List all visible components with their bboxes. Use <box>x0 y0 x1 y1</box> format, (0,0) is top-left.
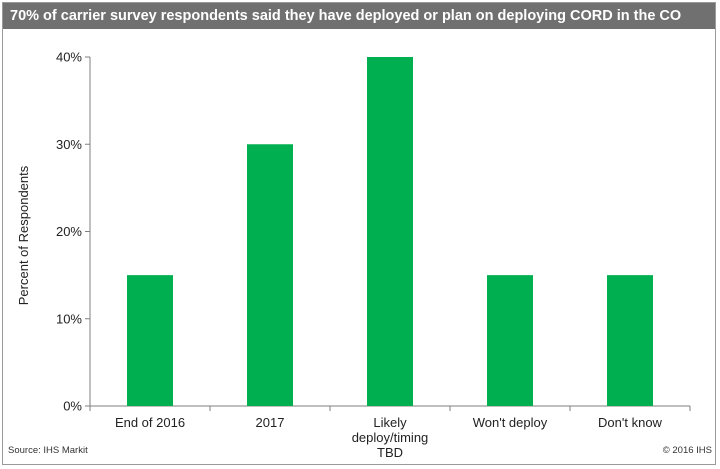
y-tick-label: 20% <box>56 224 82 239</box>
bar <box>367 57 413 406</box>
y-axis-title: Percent of Respondents <box>16 165 31 305</box>
y-tick-label: 30% <box>56 137 82 152</box>
axis-labels: 0% 10% 20% 30% 40% End of 2016 2017 Likely deplo… <box>16 50 663 461</box>
y-tick-label: 40% <box>56 50 82 65</box>
x-tick-label: Don't know <box>598 415 663 430</box>
x-tick-label: 2017 <box>256 415 285 430</box>
bar <box>487 275 533 406</box>
copyright-note: © 2016 IHS <box>662 445 712 456</box>
source-note: Source: IHS Markit <box>8 445 88 456</box>
y-tick-label: 0% <box>63 399 82 414</box>
x-tick-label: Likely deploy/timing TBD <box>352 415 429 460</box>
bar <box>607 275 653 406</box>
x-tick-label: End of 2016 <box>115 415 185 430</box>
x-tick-label: Won't deploy <box>473 415 548 430</box>
bar <box>127 275 173 406</box>
bar <box>247 144 293 406</box>
y-tick-label: 10% <box>56 311 82 326</box>
chart-frame <box>2 2 716 465</box>
bars <box>127 57 653 406</box>
chart-title: 70% of carrier survey respondents said t… <box>3 3 715 29</box>
